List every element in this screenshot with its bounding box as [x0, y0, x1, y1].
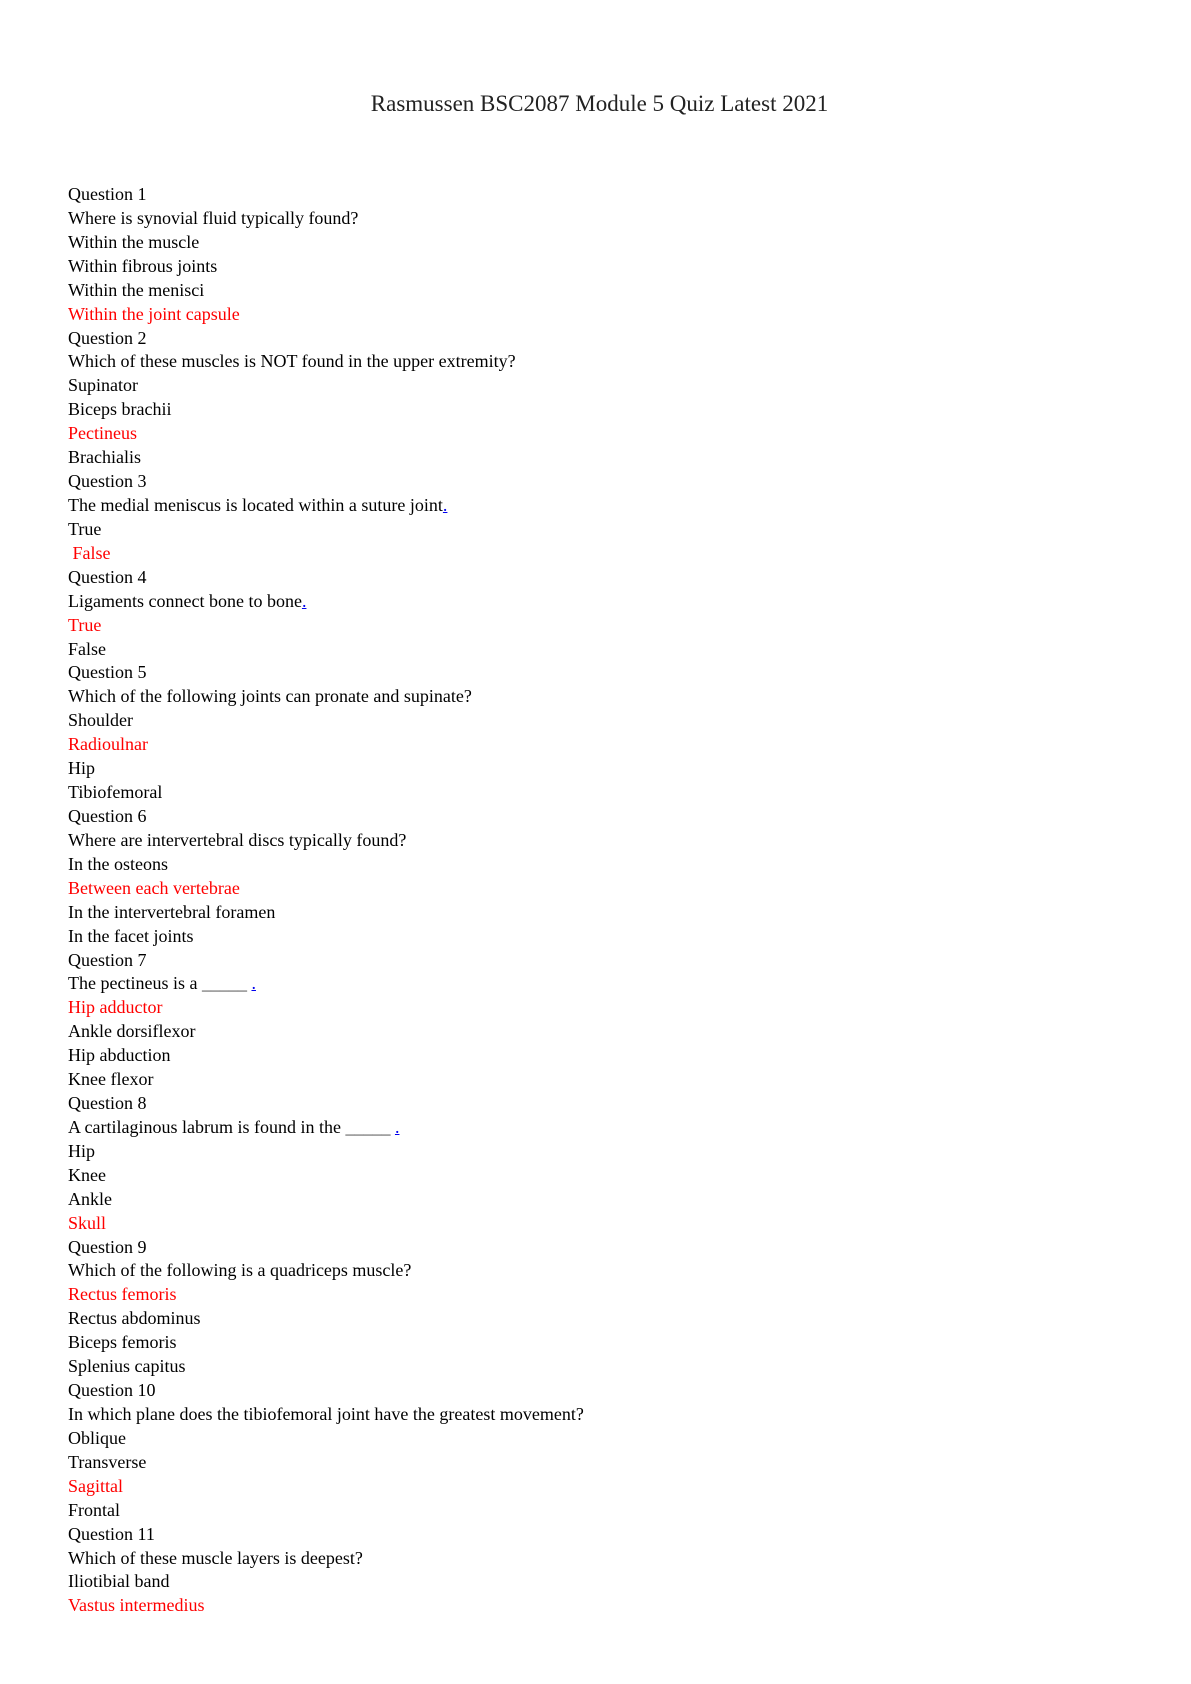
answer-option: Transverse [68, 1451, 147, 1472]
question-label: Question 6 [68, 805, 147, 826]
question-label: Question 5 [68, 662, 147, 683]
correct-answer-option: Between each vertebrae [68, 877, 240, 898]
answer-option: Biceps femoris [68, 1332, 177, 1353]
question-label: Question 11 [68, 1523, 155, 1544]
answer-option: Ankle dorsiflexor [68, 1021, 196, 1042]
document-title: Rasmussen BSC2087 Module 5 Quiz Latest 2… [370, 91, 829, 116]
correct-answer-option: Vastus intermedius [68, 1595, 205, 1616]
correct-answer-option: Within the joint capsule [68, 303, 240, 324]
question-prompt: Which of the following is a quadriceps m… [68, 1260, 412, 1281]
question-label: Question 2 [68, 327, 147, 348]
answer-option: Rectus abdominus [68, 1308, 201, 1329]
answer-option: Hip [68, 1140, 95, 1161]
answer-option: Frontal [68, 1499, 120, 1520]
question-prompt: Which of these muscles is NOT found in t… [68, 351, 516, 372]
correct-answer-option: False [68, 542, 111, 563]
correct-answer-option: Hip adductor [68, 997, 163, 1018]
answer-option: Ankle [68, 1188, 112, 1209]
answer-blank: _____ [345, 1116, 395, 1137]
question-label: Question 8 [68, 1093, 147, 1114]
answer-option: Tibiofemoral [68, 782, 163, 803]
correct-answer-option: Radioulnar [68, 734, 148, 755]
correct-answer-option: Skull [68, 1212, 107, 1233]
question-text: Ligaments connect bone to bone. [68, 590, 584, 614]
answer-option: Hip [68, 758, 95, 779]
correct-answer-option: True [68, 614, 102, 635]
answer-option: Biceps brachii [68, 399, 172, 420]
answer-option: Knee flexor [68, 1069, 154, 1090]
question-prompt: Which of the following joints can pronat… [68, 686, 472, 707]
question-prompt: A cartilaginous labrum is found in the [68, 1116, 346, 1137]
answer-option: Brachialis [68, 447, 141, 468]
answer-option: In the osteons [68, 853, 168, 874]
quiz-content: Question 1 Where is synovial fluid typica… [68, 183, 584, 1618]
question-text: Which of the following joints can pronat… [68, 685, 584, 709]
question-text: Which of these muscles is NOT found in t… [68, 350, 584, 374]
question-prompt: Which of these muscle layers is deepest? [68, 1547, 363, 1568]
answer-option: False [68, 638, 106, 659]
question-prompt: Where are intervertebral discs typically… [68, 829, 407, 850]
correct-answer-option: Pectineus [68, 423, 137, 444]
period-link[interactable]: . [251, 973, 256, 994]
period-link[interactable]: . [394, 1116, 400, 1137]
question-prompt: The medial meniscus is located within a … [68, 494, 443, 515]
question-text: A cartilaginous labrum is found in the _… [68, 1116, 584, 1140]
question-text: Where are intervertebral discs typically… [68, 829, 584, 853]
question-prompt: In which plane does the tibiofemoral joi… [68, 1404, 584, 1425]
question-prompt: Ligaments connect bone to bone [68, 590, 302, 611]
question-label: Question 10 [68, 1380, 156, 1401]
answer-option: True [68, 518, 102, 539]
question-label: Question 7 [68, 949, 147, 970]
period-link[interactable]: . [442, 494, 448, 515]
answer-option: In the facet joints [68, 925, 194, 946]
correct-answer-option: Sagittal [68, 1475, 123, 1496]
answer-option: Within fibrous joints [68, 255, 218, 276]
question-text: Which of these muscle layers is deepest? [68, 1547, 584, 1571]
answer-option: Oblique [68, 1427, 126, 1448]
question-text: In which plane does the tibiofemoral joi… [68, 1403, 584, 1427]
question-label: Question 1 [68, 184, 147, 204]
answer-option: Hip abduction [68, 1045, 171, 1066]
answer-option: Splenius capitus [68, 1356, 186, 1377]
question-prompt: Where is synovial fluid typically found? [68, 207, 359, 228]
answer-blank: _____ [201, 973, 252, 994]
question-label: Question 9 [68, 1236, 147, 1257]
question-label: Question 3 [68, 471, 147, 492]
answer-option: In the intervertebral foramen [68, 901, 276, 922]
period-link[interactable]: . [301, 590, 307, 611]
answer-option: Supinator [68, 375, 138, 396]
question-text: Which of the following is a quadriceps m… [68, 1259, 584, 1283]
question-text: Where is synovial fluid typically found? [68, 207, 584, 231]
question-prompt: The pectineus is a [68, 973, 202, 994]
correct-answer-option: Rectus femoris [68, 1284, 177, 1305]
question-text: The pectineus is a _____ . [68, 972, 584, 996]
answer-option: Within the menisci [68, 279, 205, 300]
question-text: The medial meniscus is located within a … [68, 494, 584, 518]
answer-option: Iliotibial band [68, 1571, 170, 1592]
answer-option: Knee [68, 1164, 106, 1185]
answer-option: Within the muscle [68, 231, 200, 252]
question-label: Question 4 [68, 566, 147, 587]
answer-option: Shoulder [68, 710, 133, 731]
